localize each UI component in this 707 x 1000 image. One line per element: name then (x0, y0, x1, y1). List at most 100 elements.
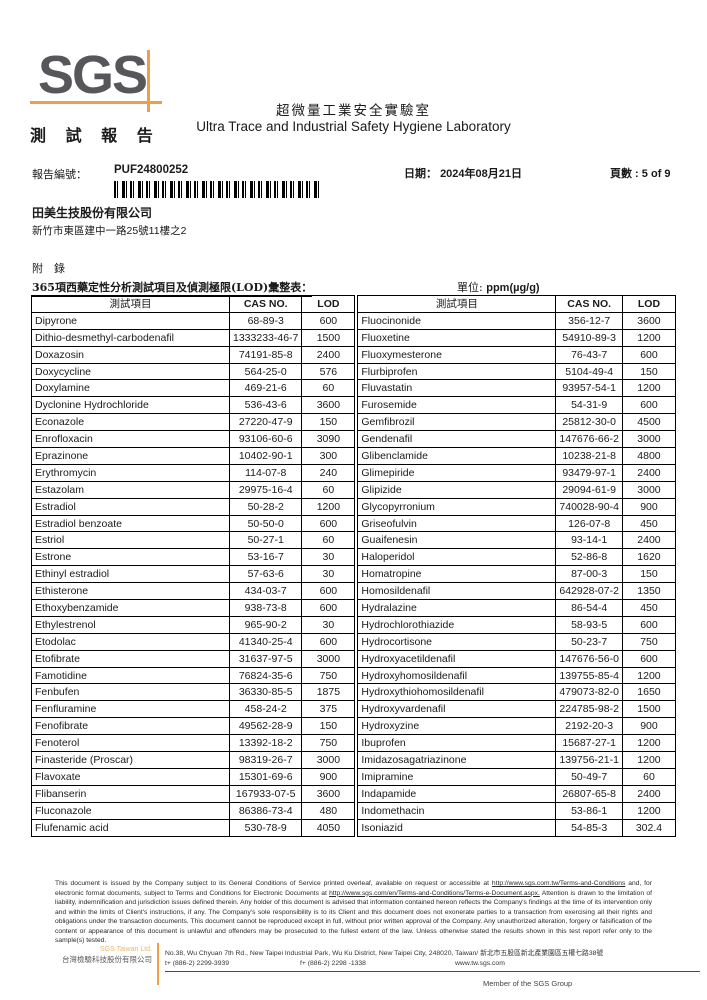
lod-cell: 302.4 (621, 818, 676, 837)
test-item-cell: Estrone (31, 548, 230, 567)
page-label: 頁數 : (610, 168, 639, 180)
test-item-cell: Erythromycin (31, 463, 230, 482)
page-number: 頁數 : 5 of 9 (610, 165, 671, 181)
table-row: Ethoxybenzamide 938-73-8 600 (31, 599, 356, 617)
lod-cell: 2400 (621, 463, 676, 482)
client-name: 田美生技股份有限公司 (32, 206, 153, 220)
report-no-value: PUF24800252 (114, 164, 189, 176)
test-item-cell: Gemfibrozil (357, 413, 557, 432)
table-row: Hydralazine 86-54-4 450 (357, 599, 676, 617)
cas-no-cell: 147676-56-0 (555, 649, 623, 668)
test-item-cell: Econazole (31, 413, 230, 432)
lod-cell: 60 (301, 480, 356, 499)
footer-address: No.38, Wu Chyuan 7th Rd., New Taipei Ind… (165, 950, 604, 957)
lod-cell: 1200 (621, 328, 676, 347)
e-document-terms-url: http://www.sgs.com/en/Terms-and-Conditio… (329, 889, 540, 897)
lod-cell: 1200 (621, 666, 676, 685)
table-row: Glibenclamide 10238-21-8 4800 (357, 447, 676, 465)
test-item-cell: Ibuprofen (357, 734, 557, 753)
lod-cell: 600 (301, 582, 356, 601)
lod-cell: 3000 (621, 430, 676, 449)
table-row: Flurbiprofen 5104-49-4 150 (357, 362, 676, 381)
table-row: Fluoxetine 54910-89-3 1200 (357, 328, 676, 347)
table-row: Hydroxyacetildenafil 147676-56-0 600 (357, 649, 676, 668)
cas-no-cell: 54-31-9 (555, 396, 623, 415)
test-item-cell: Indomethacin (357, 801, 557, 820)
cas-no-cell: 27220-47-9 (228, 413, 303, 432)
cas-no-cell: 965-90-2 (228, 615, 303, 634)
cas-no-cell: 938-73-8 (228, 599, 303, 617)
lod-cell: 4050 (301, 818, 356, 837)
disclaimer-part-1: This document is issued by the Company s… (55, 880, 492, 887)
unit-value: ppm(µg/g) (486, 282, 540, 294)
test-item-cell: Glipizide (357, 480, 557, 499)
header-cas: CAS NO. (228, 295, 303, 313)
cas-no-cell: 53-16-7 (228, 548, 303, 567)
cas-no-cell: 740028-90-4 (555, 497, 623, 516)
table-row: Imidazosagatriazinone 139756-21-1 1200 (357, 751, 676, 769)
header-lod: LOD (301, 295, 356, 313)
cas-no-cell: 86386-73-4 (228, 801, 303, 820)
cas-no-cell: 147676-66-2 (555, 430, 623, 449)
cas-no-cell: 15301-69-6 (228, 767, 303, 786)
table-row: Homosildenafil 642928-07-2 1350 (357, 582, 676, 601)
lod-cell: 600 (301, 514, 356, 533)
test-item-cell: Griseofulvin (357, 514, 557, 533)
test-item-cell: Fenoterol (31, 734, 230, 753)
unit-label-zh: 單位: (457, 281, 483, 294)
test-item-cell: Eprazinone (31, 447, 230, 465)
cas-no-cell: 29094-61-9 (555, 480, 623, 499)
client-address: 新竹市東區建中一路25號11樓之2 (32, 225, 187, 237)
lod-cell: 450 (621, 599, 676, 617)
test-item-cell: Dipyrone (31, 311, 230, 330)
test-item-cell: Doxazosin (31, 345, 230, 364)
table-row: Hydroxyhomosildenafil 139755-85-4 1200 (357, 666, 676, 685)
test-item-cell: Enrofloxacin (31, 430, 230, 449)
test-item-cell: Fenfluramine (31, 700, 230, 719)
cas-no-cell: 139755-85-4 (555, 666, 623, 685)
lod-cell: 600 (621, 396, 676, 415)
table-row: Dithio-desmethyl-carbodenafil 1333233-46-… (31, 328, 356, 347)
lod-cell: 3600 (621, 311, 676, 330)
test-item-cell: Hydroxyhomosildenafil (357, 666, 557, 685)
test-item-cell: Guaifenesin (357, 531, 557, 550)
cas-no-cell: 564-25-0 (228, 362, 303, 381)
test-item-cell: Dithio-desmethyl-carbodenafil (31, 328, 230, 347)
table-row: Hydroxyzine 2192-20-3 900 (357, 717, 676, 736)
test-item-cell: Fluvastatin (357, 379, 557, 398)
cas-no-cell: 536-43-6 (228, 396, 303, 415)
cas-no-cell: 530-78-9 (228, 818, 303, 837)
test-item-cell: Ethoxybenzamide (31, 599, 230, 617)
logo-crosshair-horizontal (30, 101, 162, 104)
test-item-cell: Estriol (31, 531, 230, 550)
lod-cell: 480 (301, 801, 356, 820)
cas-no-cell: 93479-97-1 (555, 463, 623, 482)
table-row: Imipramine 50-49-7 60 (357, 767, 676, 786)
cas-no-cell: 86-54-4 (555, 599, 623, 617)
test-item-cell: Etodolac (31, 632, 230, 651)
test-item-cell: Hydroxyzine (357, 717, 557, 736)
cas-no-cell: 50-23-7 (555, 632, 623, 651)
lab-title-en: Ultra Trace and Industrial Safety Hygien… (196, 119, 511, 134)
cas-no-cell: 50-50-0 (228, 514, 303, 533)
table-row: Hydrocortisone 50-23-7 750 (357, 632, 676, 651)
lod-cell: 1200 (621, 751, 676, 769)
test-item-cell: Flurbiprofen (357, 362, 557, 381)
table-row: Estradiol benzoate 50-50-0 600 (31, 514, 356, 533)
cas-no-cell: 41340-25-4 (228, 632, 303, 651)
test-item-cell: Gendenafil (357, 430, 557, 449)
cas-no-cell: 10238-21-8 (555, 447, 623, 465)
cas-no-cell: 93-14-1 (555, 531, 623, 550)
lod-cell: 60 (301, 379, 356, 398)
lod-cell: 900 (301, 767, 356, 786)
test-item-cell: Glycopyrronium (357, 497, 557, 516)
footer-website: www.tw.sgs.com (455, 960, 505, 967)
table-row: Ethinyl estradiol 57-63-6 30 (31, 565, 356, 584)
cas-no-cell: 479073-82-0 (555, 683, 623, 702)
report-date: 日期： 2024年08月21日 (404, 165, 522, 181)
lod-cell: 4800 (621, 447, 676, 465)
table-row: Fluconazole 86386-73-4 480 (31, 801, 356, 820)
cas-no-cell: 52-86-8 (555, 548, 623, 567)
table-row: Dipyrone 68-89-3 600 (31, 311, 356, 330)
table-row: Econazole 27220-47-9 150 (31, 413, 356, 432)
